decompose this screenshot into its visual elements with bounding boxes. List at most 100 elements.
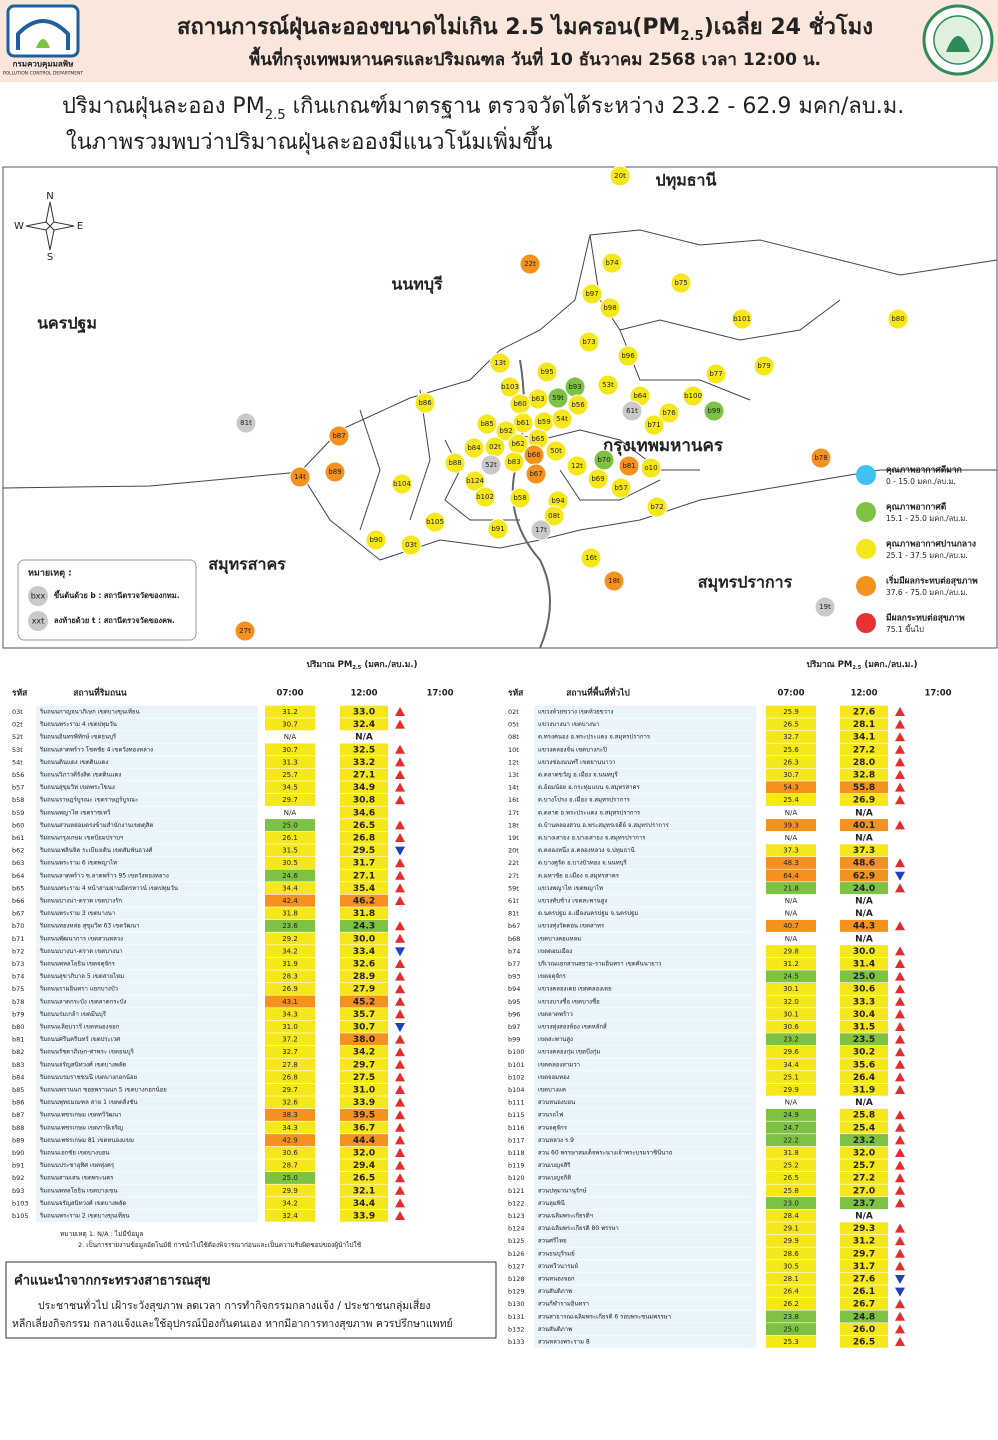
pm25-value: 29.7 bbox=[853, 1249, 875, 1259]
station-name: ริมถนนรามอินทรา แยกบางบัว bbox=[39, 986, 118, 993]
pm25-value: 25.6 bbox=[783, 746, 799, 754]
station-name: ริมถนนจรัญสนิทวงศ์ เขตบางพลัด bbox=[39, 1060, 126, 1068]
name-cell-bg bbox=[36, 1083, 258, 1096]
trend-up-arrow bbox=[395, 1097, 405, 1107]
station-name: สวนลุมพินี bbox=[538, 1199, 565, 1207]
value-cell-bg bbox=[766, 1008, 816, 1021]
station-marker bbox=[525, 463, 547, 485]
name-cell-bg bbox=[36, 970, 258, 983]
pm25-value: 33.3 bbox=[853, 997, 875, 1007]
station-label: b78 bbox=[814, 454, 827, 462]
value-cell-bg bbox=[340, 970, 388, 983]
value-cell-bg bbox=[265, 756, 315, 769]
station-code: b73 bbox=[12, 960, 24, 968]
value-cell-bg bbox=[840, 1310, 888, 1323]
station-label: 14t bbox=[294, 473, 306, 481]
legend-name: คุณภาพอากาศดี bbox=[886, 502, 947, 513]
station-label: 22t bbox=[524, 260, 536, 268]
station-marker bbox=[621, 400, 643, 422]
pm25-value: 43.1 bbox=[282, 998, 298, 1006]
trend-up-arrow bbox=[895, 1311, 905, 1321]
pm25-value: 55.8 bbox=[853, 783, 875, 793]
station-label: 50t bbox=[550, 447, 562, 455]
station-code: b104 bbox=[508, 1086, 525, 1094]
station-marker bbox=[545, 440, 567, 462]
station-label: b83 bbox=[507, 458, 520, 466]
station-marker bbox=[587, 468, 609, 490]
value-cell-bg bbox=[766, 844, 816, 857]
summary-line-part: เกินเกณฑ์มาตรฐาน ตรวจวัดได้ระหว่าง 23.2 … bbox=[286, 93, 905, 119]
value-cell-bg bbox=[340, 957, 388, 970]
station-code: b101 bbox=[508, 1061, 525, 1069]
name-cell-bg bbox=[534, 982, 756, 995]
unit-header-part: 2.5 bbox=[352, 665, 361, 671]
station-code: b83 bbox=[12, 1061, 24, 1069]
station-code: b58 bbox=[12, 796, 24, 804]
station-name: แขวงคลองจั่น เขตบางกะปิ bbox=[538, 745, 607, 753]
trend-up-arrow bbox=[895, 1198, 905, 1208]
pm25-value: 30.7 bbox=[282, 721, 298, 729]
pm25-value: 26.4 bbox=[783, 1288, 799, 1296]
trend-up-arrow bbox=[895, 971, 905, 981]
value-cell-bg bbox=[265, 1083, 315, 1096]
value-cell-bg bbox=[766, 1222, 816, 1235]
station-code: 05t bbox=[508, 721, 519, 729]
value-cell-bg bbox=[340, 1033, 388, 1046]
station-marker bbox=[365, 529, 387, 551]
value-cell-bg bbox=[265, 894, 315, 907]
value-cell-bg bbox=[340, 1159, 388, 1172]
pm25-value: 25.7 bbox=[282, 771, 298, 779]
legend-swatch bbox=[856, 465, 876, 485]
value-cell-bg bbox=[340, 1020, 388, 1033]
value-cell-bg bbox=[340, 1008, 388, 1021]
name-cell-bg bbox=[534, 831, 756, 844]
summary-line-part: 2.5 bbox=[265, 108, 286, 123]
value-cell-bg bbox=[766, 1247, 816, 1260]
name-cell-bg bbox=[36, 1008, 258, 1021]
value-cell-bg bbox=[340, 831, 388, 844]
value-cell-bg bbox=[766, 1071, 816, 1084]
name-cell-bg bbox=[534, 1209, 756, 1222]
pm25-value: 25.0 bbox=[783, 1325, 799, 1333]
unit-header-part: ปริมาณ PM bbox=[806, 659, 852, 670]
pm25-value: 29.9 bbox=[783, 1086, 799, 1094]
name-cell-bg bbox=[534, 768, 756, 781]
station-code: b127 bbox=[508, 1262, 525, 1270]
station-name: ริมถนนพัฒนาการ เขตสวนหลวง bbox=[39, 935, 123, 942]
trend-up-arrow bbox=[895, 1337, 905, 1346]
name-cell-bg bbox=[534, 756, 756, 769]
value-cell-bg bbox=[340, 768, 388, 781]
station-name: ต.ตลาด อ.พระประแดง จ.สมุทรปราการ bbox=[538, 809, 641, 816]
value-cell-bg bbox=[265, 869, 315, 882]
trend-up-arrow bbox=[395, 833, 405, 842]
pm25-value: 26.2 bbox=[783, 1300, 799, 1308]
station-name: ริมถนนจรัญสนิทวงศ์ เขตบางพลัด bbox=[39, 1199, 126, 1207]
value-cell-bg bbox=[840, 1121, 888, 1134]
pm25-value: 31.8 bbox=[282, 910, 298, 918]
value-cell-bg bbox=[766, 1045, 816, 1058]
pm25-value: 23.0 bbox=[783, 1199, 799, 1207]
pm25-value: 30.7 bbox=[783, 771, 799, 779]
pm25-value: 29.4 bbox=[353, 1161, 375, 1171]
note-box bbox=[17, 559, 197, 641]
name-cell-bg bbox=[534, 1121, 756, 1134]
trend-up-arrow bbox=[395, 984, 405, 994]
trend-up-arrow bbox=[895, 959, 905, 968]
trend-up-arrow bbox=[895, 1236, 905, 1246]
legend-name: เริ่มมีผลกระทบต่อสุขภาพ bbox=[886, 574, 978, 587]
legend-swatch bbox=[856, 576, 876, 596]
region-label: สมุทรปราการ bbox=[698, 573, 793, 593]
legend-swatch bbox=[856, 613, 876, 633]
name-cell-bg bbox=[534, 730, 756, 743]
trend-up-arrow bbox=[395, 1059, 405, 1069]
name-cell-bg bbox=[534, 1285, 756, 1298]
station-name: เขตดอนเมือง bbox=[538, 947, 572, 955]
value-cell-bg bbox=[840, 1083, 888, 1096]
value-cell-bg bbox=[766, 1121, 816, 1134]
station-label: 59t bbox=[552, 394, 564, 402]
pm25-value: 30.5 bbox=[783, 1262, 799, 1270]
station-name: สวนรถไฟ bbox=[538, 1111, 563, 1119]
station-name: เขตลาดพร้าว bbox=[538, 1011, 573, 1018]
station-label: b102 bbox=[476, 493, 494, 501]
station-label: b88 bbox=[448, 459, 461, 467]
